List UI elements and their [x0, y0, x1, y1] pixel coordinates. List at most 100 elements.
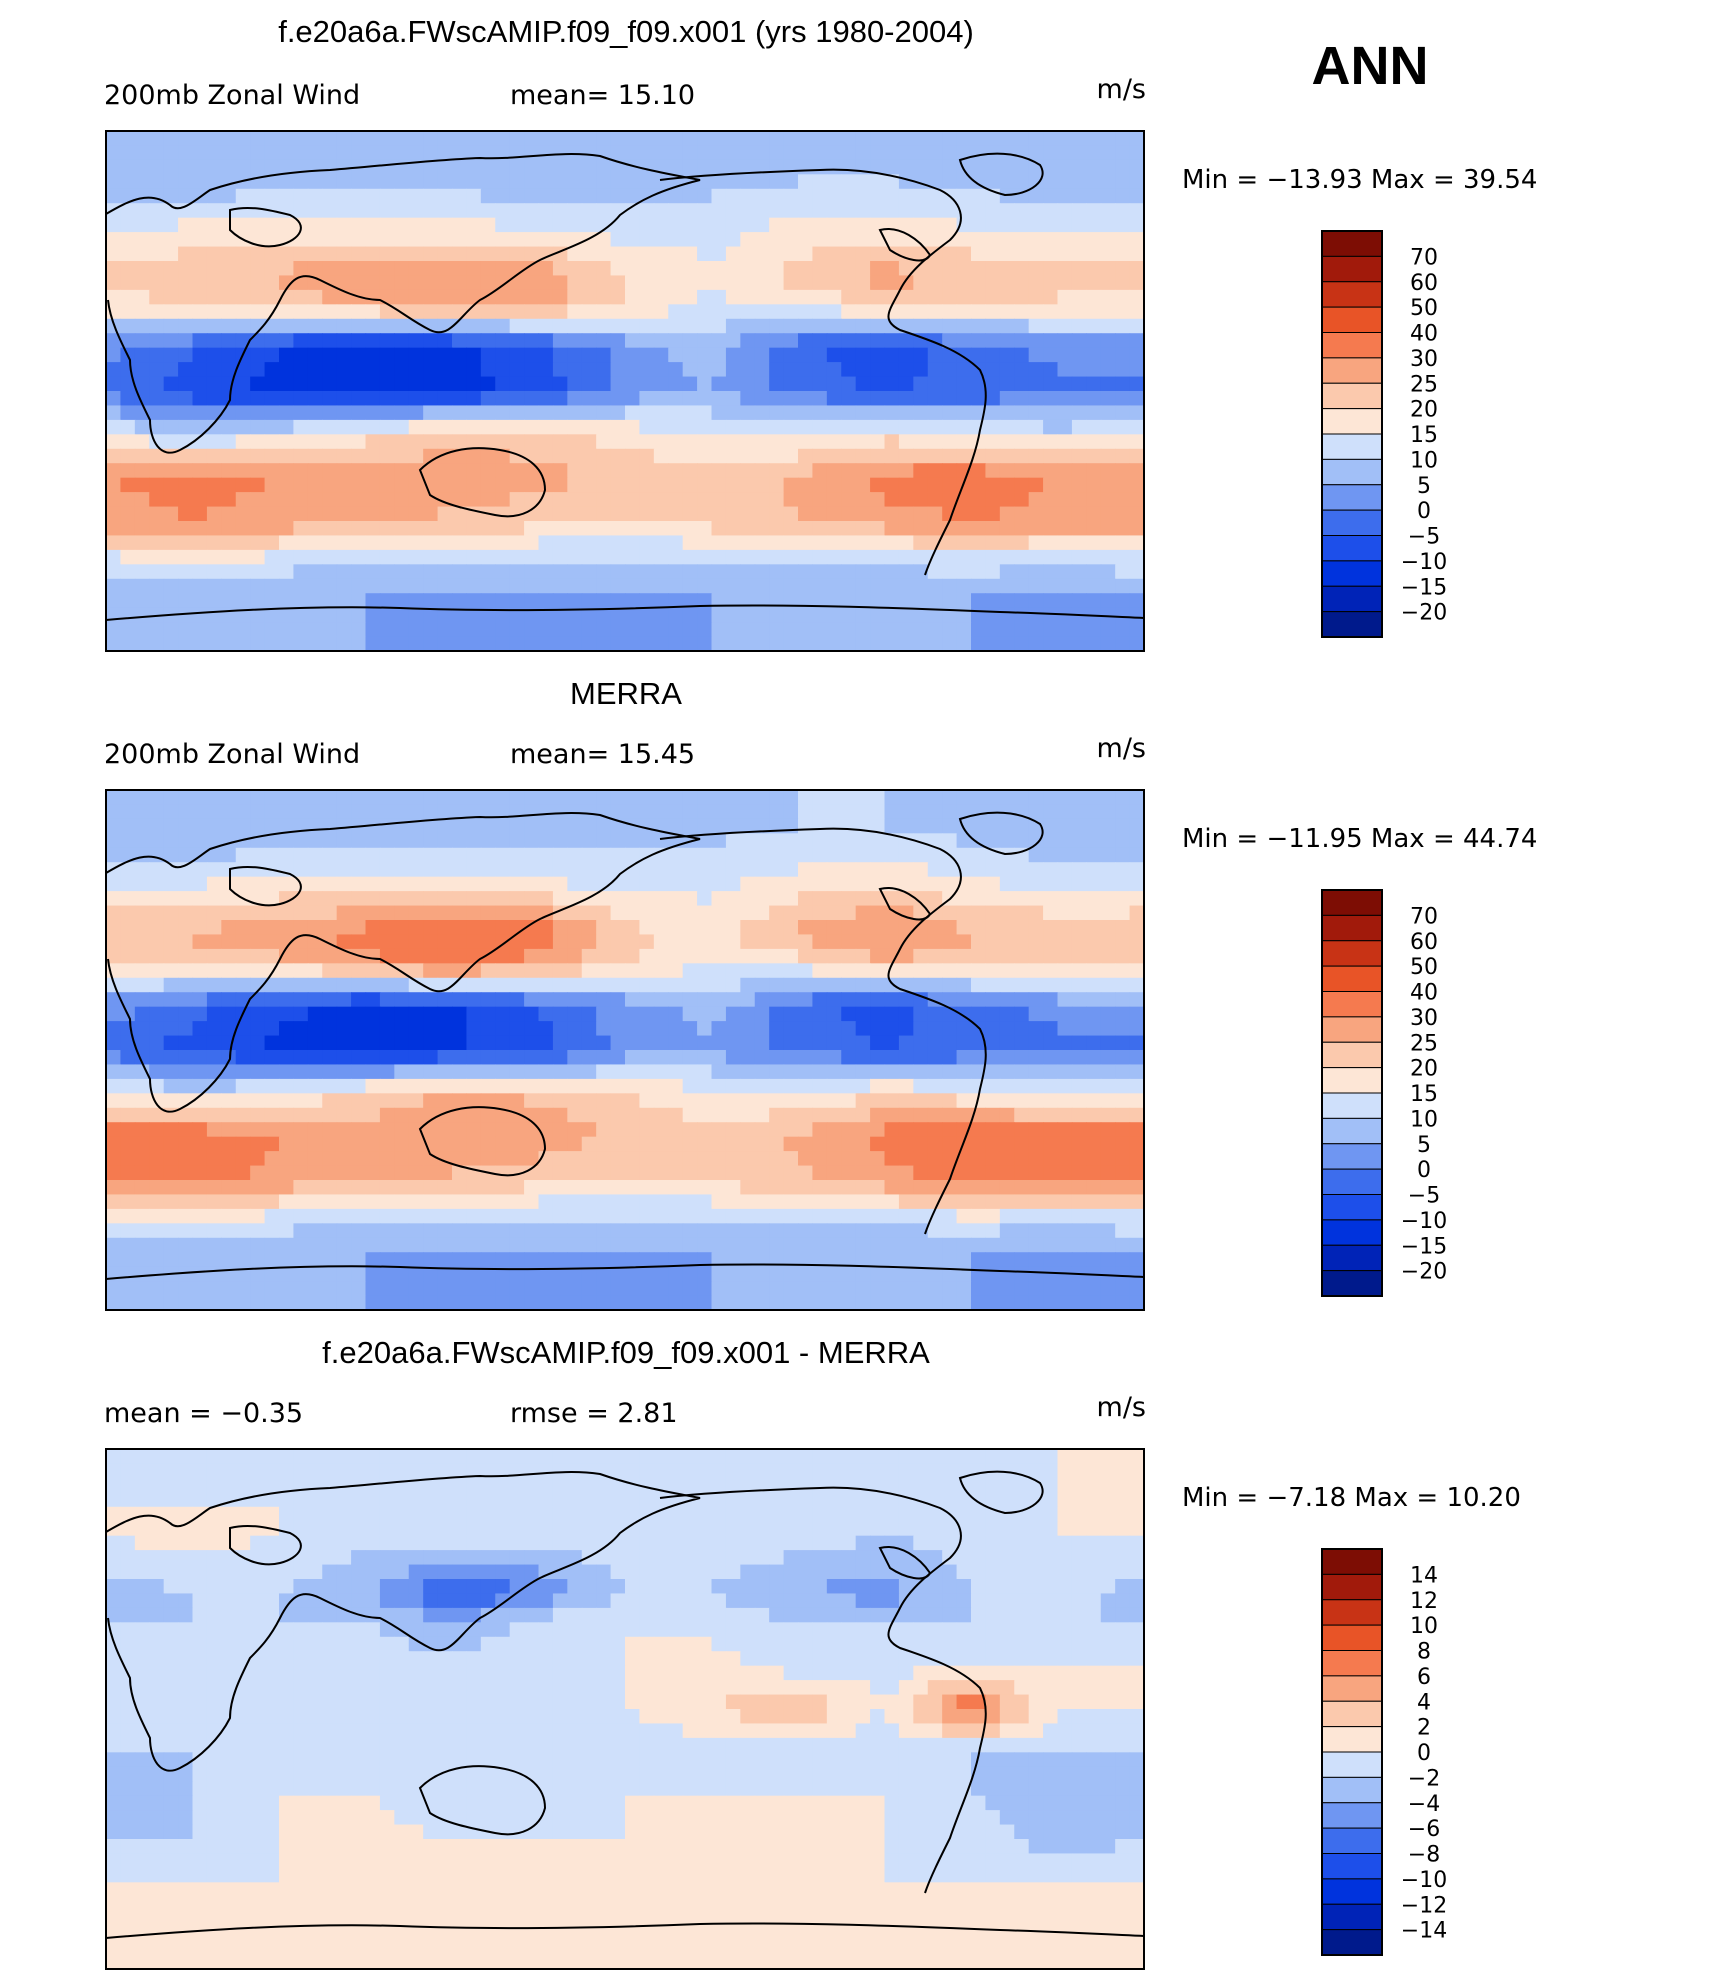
- field-cell: [783, 246, 799, 262]
- field-cell: [120, 232, 136, 248]
- field-cell: [798, 188, 814, 204]
- field-cell: [206, 463, 222, 479]
- field-cell: [552, 818, 568, 834]
- field-cell: [870, 636, 886, 652]
- field-cell: [437, 992, 453, 1008]
- field-cell: [1071, 963, 1087, 979]
- field-cell: [235, 463, 251, 479]
- field-cell: [163, 876, 179, 892]
- field-cell: [307, 1093, 323, 1109]
- field-cell: [870, 948, 886, 964]
- field-cell: [639, 304, 655, 320]
- field-cell: [913, 876, 929, 892]
- field-cell: [206, 1136, 222, 1152]
- field-cell: [956, 1107, 972, 1123]
- field-cell: [452, 1035, 468, 1051]
- field-cell: [725, 1194, 741, 1210]
- field-cell: [697, 289, 713, 305]
- field-cell: [898, 1006, 914, 1022]
- field-cell: [466, 448, 482, 464]
- field-cell: [538, 174, 554, 190]
- field-cell: [538, 318, 554, 334]
- field-cell: [552, 275, 568, 291]
- field-cell: [192, 1237, 208, 1253]
- field-cell: [437, 275, 453, 291]
- field-cell: [552, 1021, 568, 1037]
- field-cell: [884, 434, 900, 450]
- field-cell: [408, 246, 424, 262]
- field-cell: [682, 333, 698, 349]
- field-cell: [610, 1078, 626, 1094]
- field-cell: [697, 347, 713, 363]
- field-cell: [697, 506, 713, 522]
- field-cell: [524, 636, 540, 652]
- field-cell: [596, 1180, 612, 1196]
- field-cell: [754, 1107, 770, 1123]
- field-cell: [999, 1122, 1015, 1138]
- field-cell: [495, 818, 511, 834]
- field-cell: [610, 549, 626, 565]
- field-cell: [798, 1078, 814, 1094]
- field-cell: [307, 1180, 323, 1196]
- field-cell: [221, 1136, 237, 1152]
- field-cell: [264, 391, 280, 407]
- field-cell: [985, 159, 1001, 175]
- field-cell: [870, 1006, 886, 1022]
- field-cell: [1014, 1093, 1030, 1109]
- field-cell: [711, 622, 727, 638]
- field-cell: [1086, 804, 1102, 820]
- field-cell: [365, 506, 381, 522]
- field-cell: [639, 920, 655, 936]
- field-cell: [106, 564, 122, 580]
- field-cell: [279, 1093, 295, 1109]
- field-cell: [466, 1208, 482, 1224]
- field-cell: [697, 203, 713, 219]
- field-cell: [826, 862, 842, 878]
- field-cell: [1071, 333, 1087, 349]
- field-cell: [379, 1064, 395, 1080]
- field-cell: [293, 977, 309, 993]
- field-cell: [394, 862, 410, 878]
- field-cell: [279, 564, 295, 580]
- field-cell: [870, 905, 886, 921]
- field-cell: [221, 434, 237, 450]
- field-cell: [120, 246, 136, 262]
- field-cell: [106, 636, 122, 652]
- field-cell: [408, 1107, 424, 1123]
- field-cell: [668, 876, 684, 892]
- colorbar-tick-label: 25: [1410, 372, 1438, 397]
- field-cell: [235, 1180, 251, 1196]
- field-cell: [711, 1223, 727, 1239]
- field-cell: [423, 636, 439, 652]
- field-cell: [178, 1252, 194, 1268]
- field-cell: [509, 1208, 525, 1224]
- field-cell: [567, 1252, 583, 1268]
- field-cell: [293, 145, 309, 161]
- field-cell: [538, 304, 554, 320]
- field-cell: [452, 607, 468, 623]
- field-cell: [1086, 593, 1102, 609]
- field-cell: [293, 477, 309, 493]
- field-cell: [653, 261, 669, 277]
- field-cell: [149, 217, 165, 233]
- field-cell: [841, 1078, 857, 1094]
- field-cell: [336, 405, 352, 421]
- field-cell: [120, 391, 136, 407]
- field-cell: [206, 419, 222, 435]
- field-cell: [178, 1237, 194, 1253]
- field-cell: [235, 261, 251, 277]
- field-cell: [336, 145, 352, 161]
- field-cell: [1100, 593, 1116, 609]
- field-cell: [1100, 1078, 1116, 1094]
- field-cell: [1100, 188, 1116, 204]
- field-cell: [379, 131, 395, 147]
- field-cell: [163, 963, 179, 979]
- field-cell: [1071, 535, 1087, 551]
- field-cell: [999, 1237, 1015, 1253]
- field-cell: [1028, 174, 1044, 190]
- field-cell: [870, 145, 886, 161]
- field-cell: [956, 549, 972, 565]
- field-cell: [625, 391, 641, 407]
- field-cell: [711, 347, 727, 363]
- field-cell: [942, 1021, 958, 1037]
